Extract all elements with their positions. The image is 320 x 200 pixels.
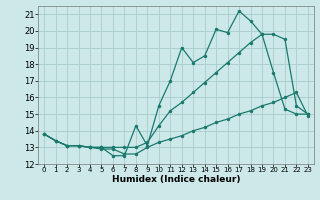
- X-axis label: Humidex (Indice chaleur): Humidex (Indice chaleur): [112, 175, 240, 184]
